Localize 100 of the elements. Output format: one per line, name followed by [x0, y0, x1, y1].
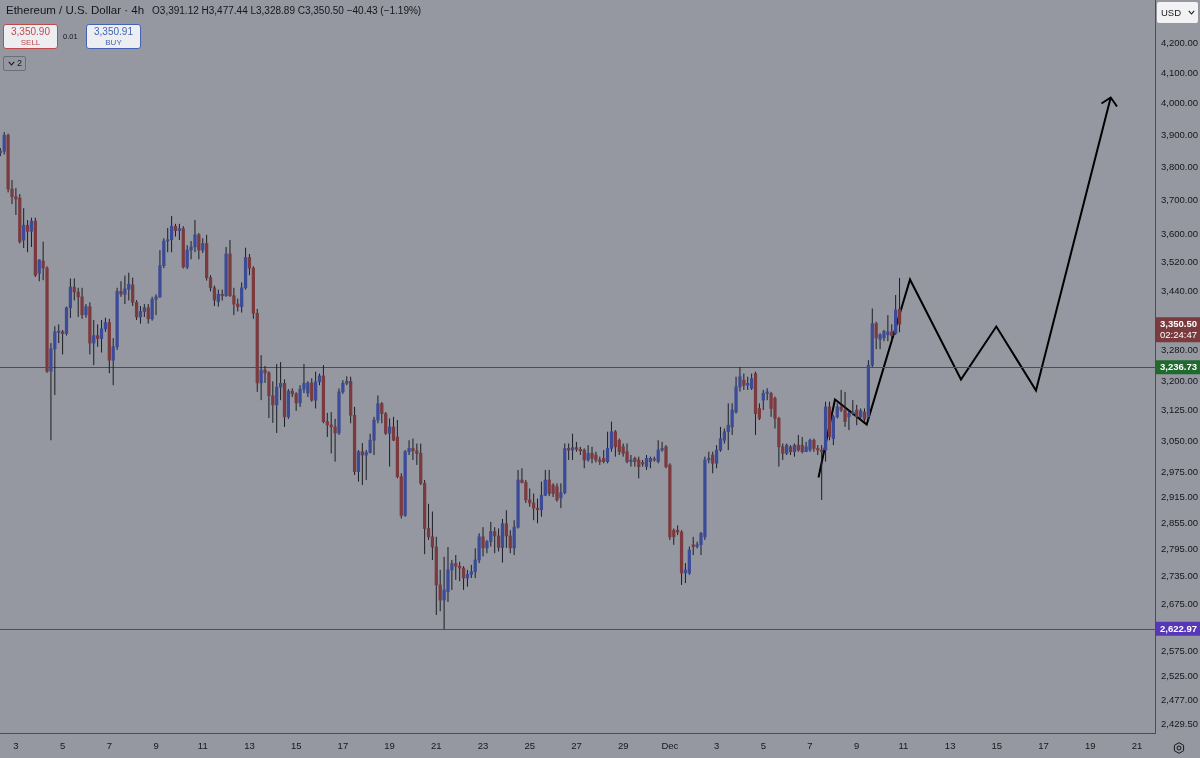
- candlestick: [123, 275, 127, 305]
- candlestick: [874, 321, 878, 350]
- candlestick: [29, 217, 34, 248]
- candlestick: [119, 280, 123, 298]
- y-tick-label: 3,440.00: [1161, 285, 1198, 297]
- x-tick-label: 19: [384, 740, 395, 752]
- candlestick: [687, 546, 691, 576]
- y-tick-label: 2,915.00: [1161, 491, 1198, 503]
- x-tick-label: 11: [197, 740, 208, 752]
- candlestick: [586, 444, 590, 463]
- x-tick-label: 3: [13, 740, 19, 752]
- x-tick-label: 21: [1131, 740, 1143, 752]
- y-tick-label: 2,525.00: [1161, 669, 1198, 681]
- candlestick: [314, 371, 318, 409]
- y-tick-label: 3,520.00: [1161, 256, 1198, 268]
- y-tick-label: 2,855.00: [1161, 516, 1198, 528]
- candlestick: [714, 444, 719, 469]
- candlestick: [96, 323, 100, 348]
- x-tick-label: 5: [59, 740, 66, 752]
- candlestick: [356, 449, 361, 483]
- annotation: SELL: [19, 37, 42, 48]
- x-tick-label: 23: [477, 740, 489, 752]
- text: 3,350.50: [1160, 318, 1197, 330]
- buy-button: 3,350.91 BUY: [86, 24, 141, 49]
- y-tick-label: 3,125.00: [1161, 404, 1198, 416]
- y-tick-label: 2,477.00: [1161, 693, 1198, 705]
- candlestick: [711, 451, 715, 474]
- x-tick-label: 3: [713, 740, 720, 752]
- y-tick-label: 2,429.50: [1161, 717, 1198, 729]
- x-tick-label: 27: [571, 740, 582, 752]
- candlestick: [843, 391, 847, 428]
- candlestick: [275, 363, 279, 434]
- annotation: 3,350.90: [10, 26, 51, 37]
- y-tick-label: 4,000.00: [1161, 97, 1198, 109]
- y-tick-label: 3,280.00: [1161, 344, 1198, 356]
- x-tick-label: Dec: [661, 740, 679, 752]
- x-tick-label: 15: [290, 740, 302, 752]
- x-tick-label: 17: [1038, 740, 1049, 752]
- candlestick: [360, 442, 364, 486]
- candlestick: [278, 361, 283, 401]
- candlestick: [150, 296, 154, 322]
- candlestick: [454, 554, 458, 581]
- candlestick: [691, 536, 695, 556]
- y-tick-label: 3,600.00: [1161, 228, 1198, 240]
- candlestick: [590, 446, 594, 464]
- ref-line-label: 2,622.97: [1160, 622, 1197, 634]
- candlestick: [613, 429, 617, 458]
- candlestick: [886, 314, 890, 342]
- y-tick-label: 3,700.00: [1161, 194, 1198, 206]
- candlestick: [831, 414, 835, 446]
- y-tick-label: 3,800.00: [1161, 161, 1198, 173]
- currency-dropdown: USD: [1157, 2, 1198, 23]
- candlestick: [411, 438, 415, 461]
- x-tick-label: 13: [944, 740, 956, 752]
- candlestick: [493, 526, 497, 554]
- candlestick: [127, 272, 131, 301]
- annotation: 3,350.91: [93, 26, 134, 37]
- x-tick-label: 5: [760, 740, 766, 752]
- annotation: 2: [17, 58, 23, 69]
- candlestick: [387, 417, 392, 468]
- candlestick: [539, 481, 544, 518]
- text: O3,391.12 H3,477.44 L3,328.89 C3,350.50 −40.43 (−1.19%): [152, 5, 422, 16]
- x-tick-label: 21: [431, 740, 442, 752]
- candlestick: [146, 303, 150, 325]
- y-tick-label: 2,735.00: [1161, 570, 1198, 582]
- candlestick: [594, 451, 598, 463]
- candlestick: [60, 329, 65, 355]
- candlestick: [547, 469, 551, 497]
- candlestick: [267, 370, 271, 419]
- candlestick: [25, 219, 30, 253]
- y-tick-label: 4,100.00: [1161, 66, 1198, 78]
- candlestick: [496, 527, 501, 552]
- x-tick-label: 17: [337, 740, 349, 752]
- candlestick: [726, 402, 730, 451]
- x-tick-label: 11: [898, 740, 909, 752]
- candlestick: [656, 439, 660, 464]
- candlestick: [625, 443, 629, 464]
- candlestick: [80, 287, 84, 320]
- annotation: BUY: [104, 37, 123, 48]
- ref-line-label: 3,236.73: [1160, 361, 1197, 373]
- x-tick-label: 13: [244, 740, 255, 752]
- candlestick: [629, 454, 633, 468]
- candlestick: [897, 277, 902, 333]
- x-tick-label: 7: [106, 740, 112, 752]
- text: 02:24:47: [1160, 329, 1197, 341]
- candlestick: [894, 294, 898, 336]
- toggle-button: 2: [3, 56, 26, 71]
- candlestick: [504, 509, 509, 549]
- candlestick: [524, 479, 528, 504]
- y-tick-label: 3,900.00: [1161, 128, 1198, 140]
- y-tick-label: 2,795.00: [1161, 543, 1198, 555]
- y-tick-label: 3,050.00: [1161, 434, 1198, 446]
- x-tick-label: 19: [1084, 740, 1096, 752]
- sell-button: 3,350.90 SELL: [3, 24, 58, 49]
- y-tick-label: 2,575.00: [1161, 645, 1198, 657]
- y-tick-label: 3,200.00: [1161, 374, 1198, 386]
- x-tick-label: 7: [807, 740, 813, 752]
- x-tick-label: 9: [153, 740, 159, 752]
- y-tick-label: 2,975.00: [1161, 465, 1198, 477]
- candlestick: [481, 526, 485, 557]
